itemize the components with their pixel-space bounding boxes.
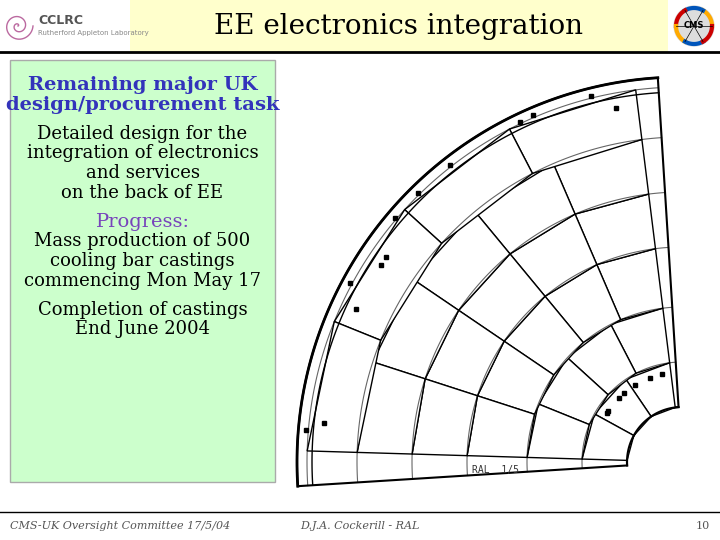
Polygon shape [307, 321, 381, 453]
Text: Remaining major UK: Remaining major UK [28, 76, 257, 94]
Polygon shape [597, 248, 663, 320]
Polygon shape [357, 362, 425, 454]
Text: Rutherford Appleton Laboratory: Rutherford Appleton Laboratory [38, 30, 149, 36]
Polygon shape [334, 210, 441, 340]
Text: integration of electronics: integration of electronics [27, 145, 258, 163]
Bar [130, 0, 668, 52]
Text: on the back of EE: on the back of EE [61, 184, 224, 201]
Text: design/procurement task: design/procurement task [6, 96, 279, 113]
Text: Progress:: Progress: [96, 213, 189, 231]
Polygon shape [477, 341, 554, 414]
Text: EE electronics integration: EE electronics integration [215, 12, 583, 39]
Polygon shape [510, 214, 597, 296]
Text: Completion of castings: Completion of castings [37, 301, 247, 319]
Text: D.J.A. Cockerill - RAL: D.J.A. Cockerill - RAL [300, 521, 420, 531]
Bar [280, 60, 712, 482]
Polygon shape [297, 78, 678, 486]
Circle shape [674, 6, 714, 46]
Text: and services: and services [86, 164, 199, 182]
Polygon shape [413, 212, 510, 310]
Polygon shape [582, 414, 634, 461]
Text: 10: 10 [696, 521, 710, 531]
Text: Detailed design for the: Detailed design for the [37, 125, 248, 143]
Polygon shape [373, 279, 459, 379]
Polygon shape [575, 194, 655, 265]
Text: cooling bar castings: cooling bar castings [50, 252, 235, 270]
Polygon shape [405, 129, 533, 244]
Bar [10, 60, 275, 482]
Text: CMS-UK Oversight Committee 17/5/04: CMS-UK Oversight Committee 17/5/04 [10, 521, 230, 531]
Polygon shape [459, 254, 545, 341]
Text: commencing Mon May 17: commencing Mon May 17 [24, 272, 261, 289]
Text: CMS: CMS [684, 22, 704, 30]
Text: End June 2004: End June 2004 [75, 321, 210, 339]
Polygon shape [553, 139, 649, 214]
Polygon shape [504, 296, 583, 375]
Polygon shape [594, 379, 651, 436]
Polygon shape [545, 265, 621, 342]
Polygon shape [412, 379, 477, 456]
Bar [0, 0, 130, 52]
Bar [668, 0, 720, 52]
Polygon shape [527, 404, 589, 459]
Polygon shape [567, 325, 636, 395]
Polygon shape [626, 363, 675, 416]
Polygon shape [425, 310, 504, 396]
Text: CCLRC: CCLRC [38, 15, 83, 28]
Polygon shape [510, 90, 642, 173]
Text: Mass production of 500: Mass production of 500 [35, 233, 251, 251]
Polygon shape [611, 308, 670, 373]
Text: RAL  1/5: RAL 1/5 [472, 465, 520, 475]
Polygon shape [467, 396, 534, 457]
Polygon shape [475, 164, 575, 254]
Polygon shape [539, 357, 608, 424]
